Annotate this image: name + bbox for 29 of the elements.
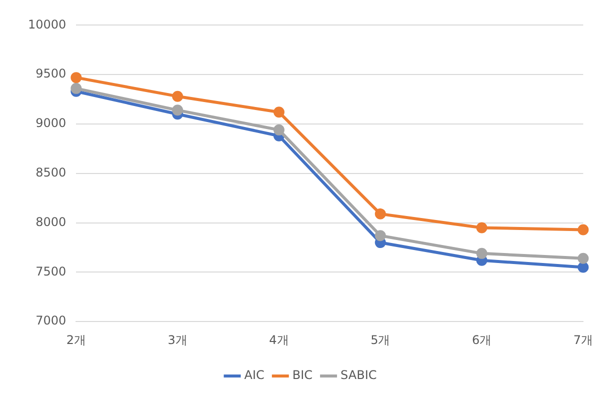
y-tick-label: 9500 [36, 66, 66, 81]
x-tick-label: 7개 [573, 332, 594, 347]
y-tick-label: 7000 [36, 314, 66, 328]
x-tick-label: 2개 [66, 332, 86, 347]
y-tick-label: 9000 [36, 116, 66, 130]
point [273, 124, 284, 136]
y-tick-label: 8500 [36, 166, 66, 180]
legend-label: SABIC [340, 368, 377, 382]
y-tick-label: 10000 [28, 17, 66, 32]
x-tick-label: 4개 [269, 332, 289, 347]
point [70, 72, 82, 84]
point [476, 222, 488, 234]
point [476, 248, 488, 259]
x-tick-label: 6개 [472, 332, 492, 347]
point [374, 230, 386, 242]
y-tick-label: 8000 [36, 214, 66, 229]
point [172, 90, 184, 102]
x-tick-label: 5개 [370, 332, 390, 347]
point [273, 106, 284, 118]
point [70, 82, 82, 94]
point [578, 252, 589, 264]
point [578, 224, 589, 236]
x-tick-label: 3개 [168, 332, 188, 347]
point [578, 262, 589, 273]
point [172, 104, 184, 116]
y-tick-label: 7500 [36, 264, 66, 278]
legend-label: AIC [244, 368, 264, 382]
legend-label: BIC [292, 368, 313, 382]
point [374, 208, 386, 220]
